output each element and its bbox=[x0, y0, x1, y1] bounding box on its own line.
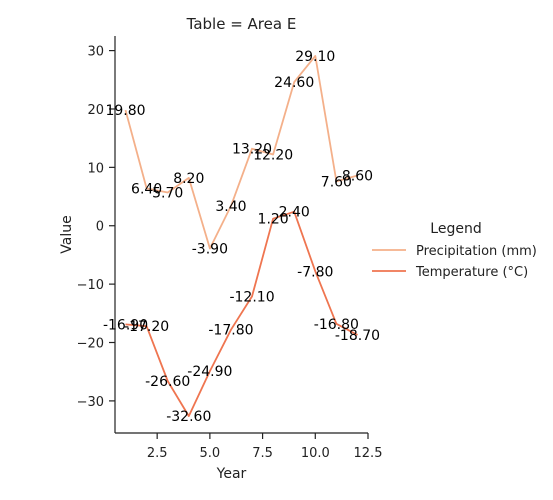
x-tick-label: 10.0 bbox=[301, 446, 330, 461]
data-label: -16.90 bbox=[103, 317, 148, 333]
data-label: -32.60 bbox=[166, 409, 211, 425]
axes: 2.5 5.0 7.5 10.0 12.5 −30 −20 −10 0 10 20 30 bbox=[77, 36, 383, 461]
x-tick-label: 12.5 bbox=[354, 446, 383, 461]
y-tick-label: −20 bbox=[77, 337, 104, 352]
chart-title: Table = Area E bbox=[186, 15, 297, 33]
data-label: -24.90 bbox=[187, 364, 232, 380]
legend-label: Precipitation (mm) bbox=[416, 244, 537, 259]
y-tick-label: 0 bbox=[96, 220, 104, 235]
series-layer bbox=[124, 55, 358, 418]
legend-title: Legend bbox=[430, 221, 481, 237]
data-label: 3.40 bbox=[215, 199, 246, 215]
series-line-0 bbox=[124, 55, 358, 250]
x-tick-label: 5.0 bbox=[200, 446, 221, 461]
data-label: 12.20 bbox=[253, 148, 293, 164]
legend-label: Temperature (°C) bbox=[415, 265, 528, 280]
data-label: 5.70 bbox=[152, 185, 183, 201]
series-line-1 bbox=[125, 210, 358, 418]
y-tick-label: −10 bbox=[77, 278, 104, 293]
x-tick-label: 7.5 bbox=[252, 446, 273, 461]
data-label: -17.80 bbox=[208, 323, 253, 339]
legend: Legend Precipitation (mm) Temperature (°C… bbox=[372, 221, 537, 280]
data-label: -12.10 bbox=[229, 289, 274, 305]
y-tick-label: −30 bbox=[77, 395, 104, 410]
data-label: -17.20 bbox=[124, 319, 169, 335]
data-label: -3.90 bbox=[192, 242, 228, 258]
x-tick-label: 2.5 bbox=[147, 446, 168, 461]
x-axis-label: Year bbox=[216, 466, 247, 482]
y-axis-label: Value bbox=[59, 215, 75, 253]
data-label: 2.40 bbox=[279, 205, 310, 221]
data-label: 13.20 bbox=[232, 142, 272, 158]
data-label: 8.20 bbox=[173, 171, 204, 187]
y-tick-label: 10 bbox=[87, 161, 104, 176]
data-label: -7.80 bbox=[297, 264, 333, 280]
data-label: -26.60 bbox=[145, 374, 190, 390]
data-label: 24.60 bbox=[274, 75, 314, 91]
data-label: 1.20 bbox=[258, 212, 289, 228]
data-label: 19.80 bbox=[105, 103, 145, 119]
data-label: -18.70 bbox=[335, 328, 380, 344]
data-label: 29.10 bbox=[295, 49, 335, 65]
data-label: -16.80 bbox=[314, 317, 359, 333]
y-tick-label: 20 bbox=[87, 103, 104, 118]
data-label: 8.60 bbox=[342, 169, 373, 185]
data-label: 6.40 bbox=[131, 181, 162, 197]
y-tick-label: 30 bbox=[87, 45, 104, 60]
data-label: 7.60 bbox=[321, 174, 352, 190]
